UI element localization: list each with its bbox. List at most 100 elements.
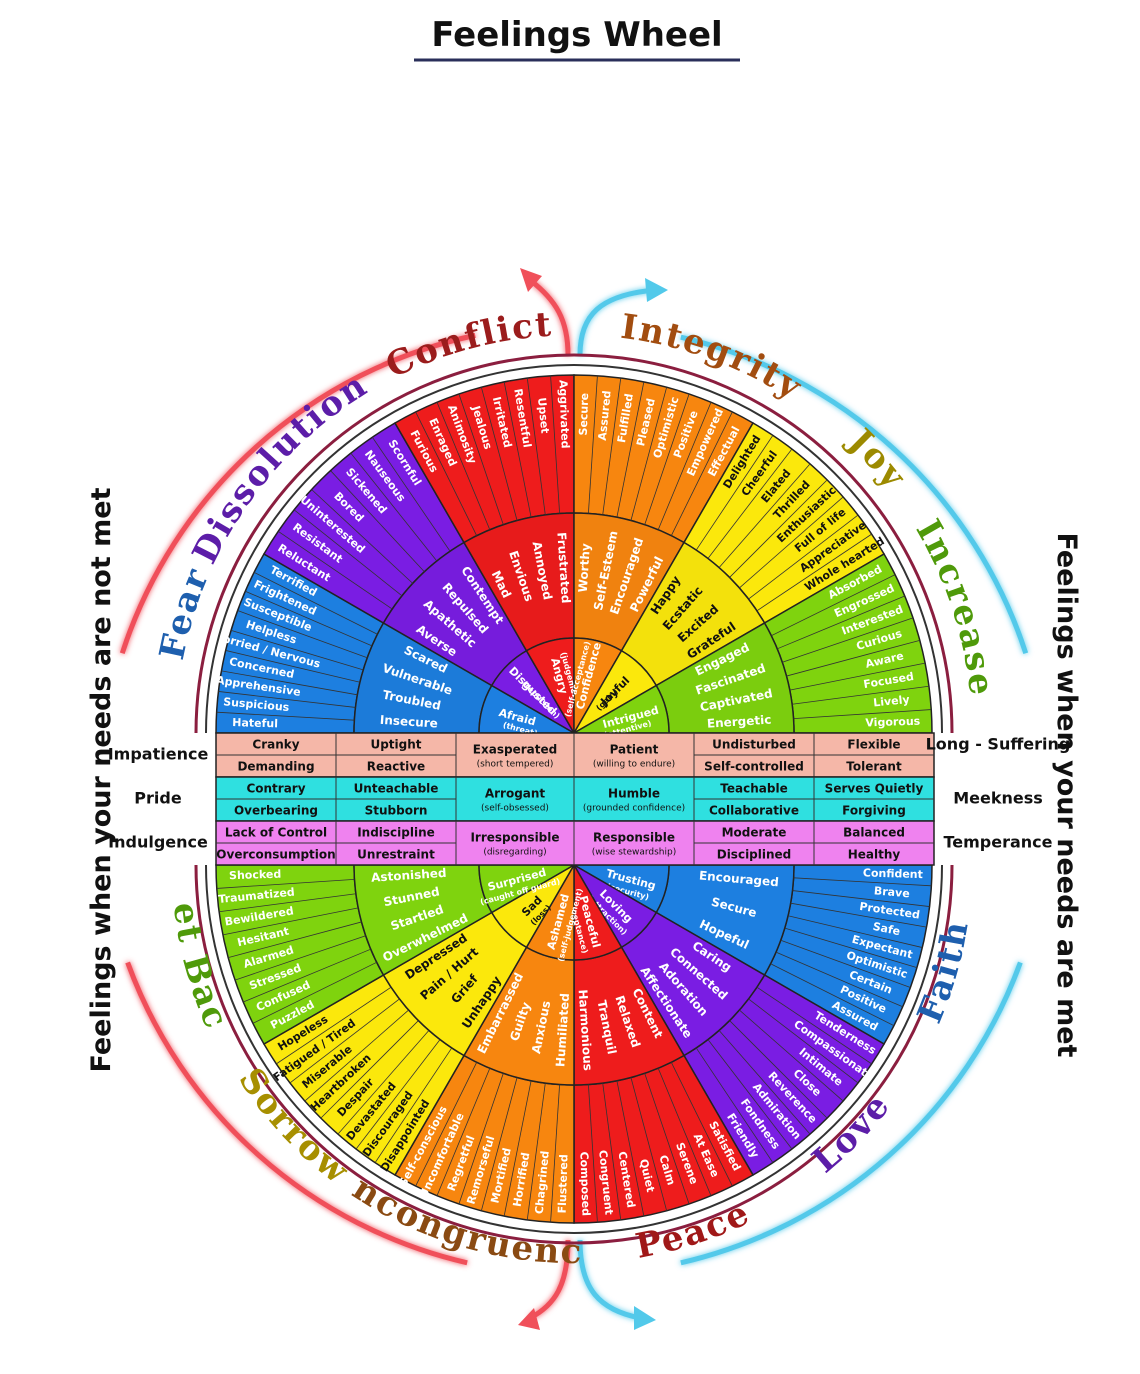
sector-divider: [787, 915, 923, 948]
band-center-word: Irresponsible: [470, 831, 559, 845]
band-cell: Collaborative: [709, 804, 799, 818]
sector-divider: [718, 1030, 811, 1135]
sector-divider: [480, 387, 518, 521]
sector-divider: [670, 1062, 733, 1187]
sector-divider: [644, 393, 690, 525]
band-cell: Contrary: [246, 782, 305, 796]
sector-divider: [289, 998, 400, 1084]
sector-divider: [355, 1039, 441, 1150]
sector-divider: [372, 436, 451, 552]
sector-divider: [237, 610, 368, 659]
middle-feeling-word: Energetic: [706, 713, 771, 731]
arrowhead-bottom-left: [518, 1308, 540, 1330]
sector-divider: [707, 448, 793, 559]
sector-divider: [670, 411, 733, 536]
sector-divider: [243, 948, 371, 1003]
sector-divider: [602, 378, 622, 515]
band-cell: Unrestraint: [357, 848, 435, 862]
sector-divider: [630, 387, 668, 521]
sector-divider: [771, 574, 896, 637]
sector-divider: [222, 907, 359, 936]
sector-divider: [793, 709, 932, 720]
band-label-left: Pride: [134, 789, 182, 808]
middle-feeling-word: Humiliated: [553, 993, 572, 1068]
band-center-word: Humble: [608, 787, 660, 801]
sector-divider: [770, 963, 895, 1027]
middle-feeling-word: Insecure: [379, 713, 438, 731]
sector-divider: [630, 1077, 668, 1211]
page-title: Feelings Wheel: [431, 15, 722, 55]
middle-feeling-word: Harmonious: [576, 989, 595, 1071]
sector-divider: [550, 1084, 561, 1223]
arc-unmet-bottom: [125, 961, 468, 1266]
sector-divider: [503, 1080, 532, 1217]
bottom-sector-5: AssuredPositiveCertainOptimisticExpectan…: [571, 864, 933, 1046]
band-cell: Indiscipline: [357, 826, 435, 840]
outer-feeling-word: Vigorous: [865, 715, 921, 730]
band-cell: Stubborn: [365, 804, 428, 818]
sector-divider: [415, 1062, 478, 1187]
sector-divider: [657, 402, 712, 530]
outer-feeling-word: Secure: [577, 393, 591, 436]
sector-divider: [234, 935, 366, 981]
top-sector-3: Secure Assured FulfilledPleasedOptimisticP…: [563, 374, 755, 736]
band-label-left: Impatience: [108, 745, 209, 764]
band-cell: Demanding: [237, 760, 314, 774]
sector-divider: [729, 1020, 828, 1119]
side-label-left: Feelings when your needs are not met: [86, 487, 117, 1072]
sector-divider: [695, 1047, 774, 1163]
band-cell: Balanced: [843, 826, 905, 840]
sector-divider: [748, 514, 859, 600]
sector-divider: [793, 877, 932, 887]
top-sector-4: DelightedCheerfulElatedThrilledEnthusias…: [571, 421, 887, 736]
band-cell: Overbearing: [234, 804, 318, 818]
arrow-bottom-right: [577, 1239, 641, 1321]
sector-divider: [587, 375, 598, 514]
sector-divider: [245, 590, 373, 647]
sector-divider: [739, 496, 844, 589]
sector-divider: [216, 878, 355, 889]
wheel-bottom-half: AssuredPositiveCertainOptimisticExpectan…: [194, 862, 954, 1245]
rim-ring-outer: [194, 864, 954, 1245]
band-cell: Moderate: [722, 826, 787, 840]
band-label-left: Indulgence: [108, 833, 208, 852]
sector-divider: [775, 951, 903, 1008]
bottom-sector-0: ShockedTraumatizedBewilderedHesitantAlar…: [215, 864, 577, 1046]
outer-feeling-word: Lively: [873, 693, 910, 710]
sector-divider: [616, 1080, 645, 1217]
band-label-right: Meekness: [953, 789, 1043, 808]
sector-divider: [330, 470, 425, 573]
sector-divider: [253, 571, 378, 635]
middle-feeling-word: Worthy: [576, 543, 593, 593]
sector-divider: [320, 1020, 419, 1119]
arrow-top-left: [528, 278, 571, 356]
sector-divider: [219, 893, 356, 913]
bottom-sector-3: Composed Congruent Centered Quiet CalmSerene…: [566, 862, 755, 1224]
rim-ring: [205, 364, 943, 734]
outer-feeling-word: Hateful: [232, 716, 278, 730]
outer-arcs: [119, 268, 1029, 1330]
sector-divider: [216, 711, 355, 721]
middle-feeling-word: Astonished: [371, 866, 447, 885]
band-cell: Flexible: [847, 738, 900, 752]
sector-divider: [782, 617, 914, 663]
middle-feeling-word: Encouraged: [698, 868, 779, 889]
band-1: Contrary Unteachable Teachable Serves Quiet…: [215, 776, 935, 822]
sector-divider: [792, 685, 929, 705]
outer-feeling-word: Composed: [577, 1151, 592, 1216]
outer-feeling-word: Shocked: [229, 868, 282, 883]
sector-divider: [756, 533, 872, 612]
sector-divider: [739, 1009, 844, 1102]
sector-divider: [218, 691, 356, 708]
sector-divider: [789, 662, 926, 691]
arrow-top-right: [577, 287, 656, 356]
sector-divider: [276, 986, 392, 1065]
arc-unmet-top: [119, 332, 476, 654]
sector-divider: [790, 902, 927, 928]
sector-divider: [526, 378, 546, 515]
virtue-bands: Cranky Uptight Undisturbed Flexible Demandin…: [108, 732, 1070, 866]
sector-divider: [304, 1009, 409, 1102]
side-label-right: Feelings when your needs are met: [1051, 533, 1082, 1058]
